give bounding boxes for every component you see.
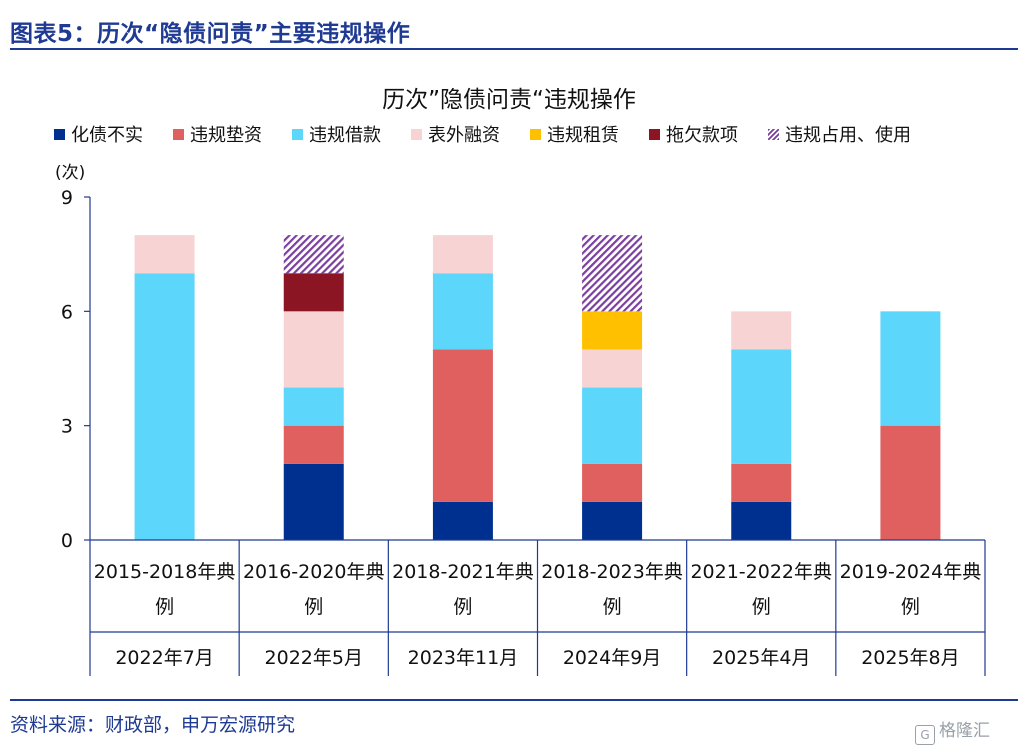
source-note: 资料来源：财政部，申万宏源研究 — [10, 714, 296, 736]
legend-label: 违规垫资 — [190, 125, 262, 146]
bar-segment — [582, 387, 643, 464]
bar-segment — [432, 349, 493, 502]
legend-swatch — [649, 128, 660, 140]
bar-segment — [134, 235, 195, 274]
bar-segment — [880, 425, 941, 540]
legend-label: 化债不实 — [71, 125, 143, 146]
legend-item: 违规垫资 — [173, 121, 262, 147]
legend-item: 拖欠款项 — [649, 121, 738, 147]
y-tick-label: 6 — [61, 301, 73, 323]
bar-segment — [731, 501, 792, 540]
watermark-logo-icon: G — [915, 725, 935, 745]
top-rule — [10, 48, 1018, 50]
x-tick-label: 2018-2023年典 — [541, 561, 683, 583]
x-date-label: 2022年7月 — [115, 647, 213, 669]
legend-label: 违规租赁 — [547, 125, 619, 146]
legend-swatch — [292, 128, 303, 140]
bar-segment — [283, 235, 344, 274]
watermark: G 格隆汇 — [915, 716, 990, 745]
x-tick-label-wrap: 例 — [603, 596, 622, 618]
legend-swatch — [768, 128, 779, 140]
x-date-label: 2022年5月 — [265, 647, 363, 669]
bar-segment — [283, 311, 344, 388]
legend-item: 化债不实 — [54, 121, 143, 147]
x-tick-label: 2018-2021年典 — [392, 561, 534, 583]
x-tick-label-wrap: 例 — [752, 596, 771, 618]
x-tick-label-wrap: 例 — [901, 596, 920, 618]
x-date-label: 2025年8月 — [861, 647, 959, 669]
bar-segment — [283, 425, 344, 464]
x-date-label: 2025年4月 — [712, 647, 810, 669]
x-tick-label: 2021-2022年典 — [690, 561, 832, 583]
stacked-bar-chart: 03692015-2018年典例2022年7月2016-2020年典例2022年… — [61, 187, 986, 676]
legend-label: 拖欠款项 — [666, 125, 738, 146]
chart-title: 历次”隐债问责“违规操作 — [382, 87, 636, 113]
bar-segment — [283, 387, 344, 426]
bar-segment — [582, 235, 643, 312]
x-tick-label-wrap: 例 — [453, 596, 472, 618]
bar-segment — [432, 501, 493, 540]
y-tick-label: 3 — [61, 416, 73, 438]
x-date-label: 2023年11月 — [408, 647, 519, 669]
bar-segment — [731, 349, 792, 464]
x-tick-label-wrap: 例 — [155, 596, 174, 618]
bar-segment — [432, 235, 493, 274]
bar-segment — [432, 273, 493, 350]
legend: 化债不实 违规垫资 违规借款 表外融资 违规租赁 拖欠款项 违规占用、使用 — [54, 121, 911, 147]
legend-item: 违规借款 — [292, 121, 381, 147]
x-tick-label: 2016-2020年典 — [243, 561, 385, 583]
x-tick-label: 2019-2024年典 — [840, 561, 982, 583]
x-date-label: 2024年9月 — [563, 647, 661, 669]
legend-item: 违规租赁 — [530, 121, 619, 147]
watermark-text: 格隆汇 — [939, 721, 990, 741]
bar-segment — [134, 273, 195, 540]
legend-swatch — [411, 128, 422, 140]
legend-label: 违规借款 — [309, 125, 381, 146]
x-tick-label: 2015-2018年典 — [94, 561, 236, 583]
legend-swatch — [530, 128, 541, 140]
bar-segment — [582, 349, 643, 388]
bar-segment — [880, 311, 941, 426]
bar-segment — [283, 273, 344, 312]
bar-segment — [731, 463, 792, 502]
figure-title: 图表5：历次“隐债问责”主要违规操作 — [10, 21, 411, 47]
legend-swatch — [54, 128, 65, 140]
bar-segment — [582, 463, 643, 502]
bottom-rule — [10, 699, 1018, 701]
x-tick-label-wrap: 例 — [304, 596, 323, 618]
legend-label: 表外融资 — [428, 125, 500, 146]
legend-item: 违规占用、使用 — [768, 121, 911, 147]
y-tick-label: 9 — [61, 187, 73, 209]
y-axis-unit-label: (次) — [55, 163, 86, 183]
bar-segment — [582, 311, 643, 350]
bar-segment — [731, 311, 792, 350]
bar-segment — [582, 501, 643, 540]
legend-swatch — [173, 128, 184, 140]
legend-label: 违规占用、使用 — [785, 125, 911, 146]
y-tick-label: 0 — [61, 530, 73, 552]
bar-segment — [283, 463, 344, 540]
legend-item: 表外融资 — [411, 121, 500, 147]
